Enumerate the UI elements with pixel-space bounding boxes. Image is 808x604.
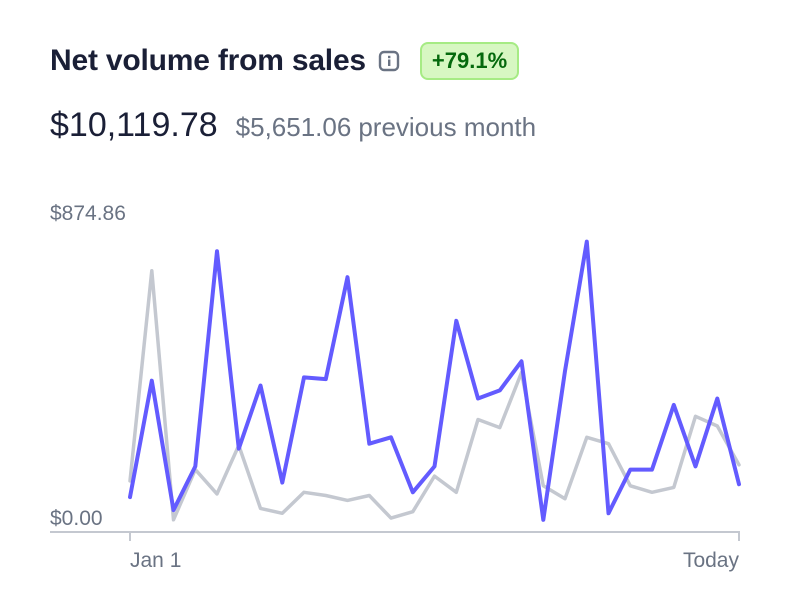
change-badge: +79.1% <box>419 42 520 80</box>
x-tick-label-start: Jan 1 <box>130 549 181 572</box>
chart-title: Net volume from sales <box>50 44 366 77</box>
current-total: $10,119.78 <box>50 106 218 144</box>
y-tick-label-min: $0.00 <box>50 507 103 530</box>
y-tick-label-max: $874.86 <box>50 202 126 225</box>
series-line-current-period <box>128 239 741 522</box>
totals-row: $10,119.78 $5,651.06 previous month <box>50 106 536 145</box>
chart-header: Net volume from sales +79.1% <box>50 42 520 80</box>
previous-total: $5,651.06 <box>235 112 352 142</box>
info-icon[interactable] <box>378 50 400 72</box>
previous-label: previous month <box>358 112 537 142</box>
x-tick-label-end: Today <box>683 549 740 572</box>
series-line-previous-month <box>128 268 741 522</box>
